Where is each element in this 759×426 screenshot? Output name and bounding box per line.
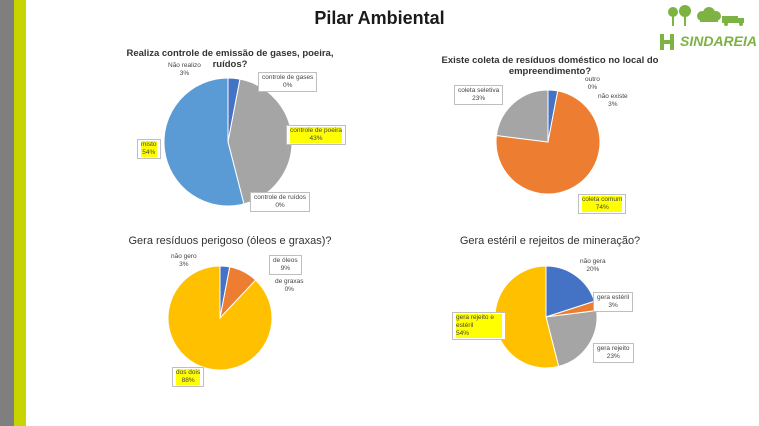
- chart2-title: Existe coleta de resíduos doméstico no l…: [441, 55, 659, 77]
- chart1-label-misto: misto 54%: [137, 139, 161, 159]
- chart3-label-dos-dois: dos dois 88%: [172, 367, 205, 387]
- chart3-title: Gera resíduos perigoso (óleos e graxas)?: [128, 235, 332, 247]
- chart2-label-outro: outro 0%: [582, 75, 603, 93]
- logo-truck-icon: [722, 16, 744, 26]
- chart3-label-de-oleos: de óleos 9%: [269, 255, 302, 275]
- chart2-slice-coleta-seletiva: [495, 89, 549, 143]
- chart2-label-coleta-comum: coleta comum 74%: [578, 194, 627, 214]
- left-gray-stripe: [0, 0, 14, 426]
- logo-cloud-icon: [697, 7, 721, 22]
- chart4-label-gera-esteril: gera estéril 3%: [593, 292, 634, 312]
- sindareia-logo: [660, 5, 744, 50]
- chart4-title: Gera estéril e rejeitos de mineração?: [459, 235, 641, 247]
- chart3-slice-dos-dois: [167, 265, 273, 371]
- chart1-slice-misto: [163, 77, 245, 207]
- page-title: Pilar Ambiental: [314, 8, 445, 28]
- chart1-label-controle-de-gases: controle de gases 0%: [258, 72, 318, 92]
- chart1-label-controle-de-poeira: controle de poeira 43%: [286, 125, 347, 145]
- chart4-label-nao-gera: não gera 20%: [577, 257, 609, 275]
- chart2-label-coleta-seletiva: coleta seletiva 23%: [454, 85, 504, 105]
- chart3-label-de-graxas: de graxas 0%: [272, 277, 307, 295]
- chart1-label-controle-de-ruidos: controle de ruídos 0%: [250, 192, 311, 212]
- chart1-title: Realiza controle de emissão de gases, po…: [126, 48, 334, 70]
- logo-tree-icon: [668, 5, 691, 26]
- chart1-label-nao-realizo: Não realizo 3%: [165, 61, 204, 79]
- logo-wordmark: SINDAREIA: [680, 33, 758, 49]
- chart4-label-gera-rejeito: gera rejeito 23%: [593, 343, 634, 363]
- logo-mark-icon: [660, 34, 674, 50]
- chart4-slice-gera-rejeito: [545, 310, 598, 368]
- chart4-label-gera-rejeito-e-esteril: gera rejeito e estéril 54%: [452, 312, 506, 340]
- chart2-label-nao-existe: não existe 3%: [595, 92, 631, 110]
- left-lime-stripe: [14, 0, 26, 426]
- chart3-label-nao-gero: não gero 3%: [168, 252, 200, 270]
